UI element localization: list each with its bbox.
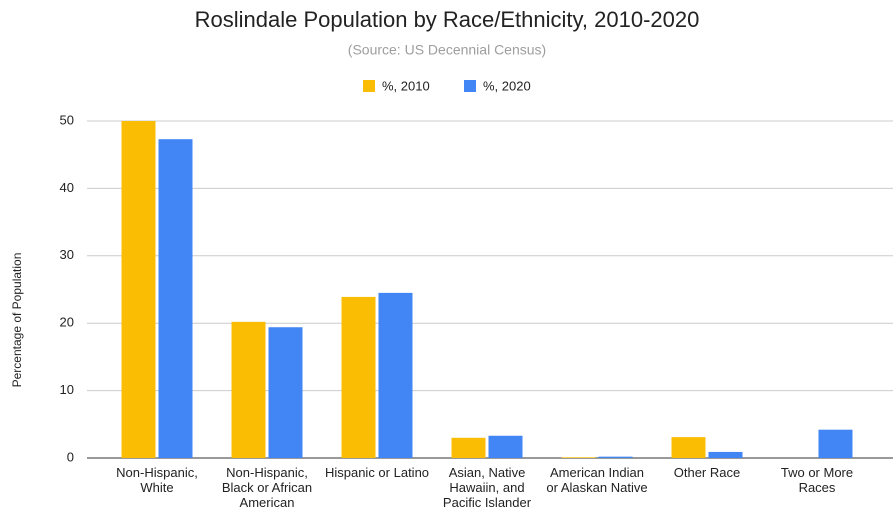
bar bbox=[341, 296, 376, 458]
bar bbox=[451, 437, 486, 458]
bar bbox=[268, 327, 303, 458]
bar bbox=[158, 139, 193, 458]
bar bbox=[671, 437, 706, 458]
y-tick-label: 20 bbox=[60, 315, 74, 330]
legend-label: %, 2010 bbox=[382, 78, 430, 93]
y-tick-label: 30 bbox=[60, 247, 74, 262]
legend-swatch bbox=[363, 80, 375, 92]
y-axis-label: Percentage of Population bbox=[10, 253, 24, 388]
x-tick-label: Non-Hispanic, White bbox=[116, 465, 198, 495]
y-tick-label: 10 bbox=[60, 382, 74, 397]
bar bbox=[598, 456, 633, 458]
y-tick-label: 40 bbox=[60, 180, 74, 195]
x-tick-label: Non-Hispanic, Black or African American bbox=[221, 465, 313, 510]
bar bbox=[378, 292, 413, 458]
chart-title: Roslindale Population by Race/Ethnicity,… bbox=[195, 7, 700, 32]
x-tick-label: American Indian or Alaskan Native bbox=[546, 465, 648, 495]
x-tick-label: Asian, Native Hawaiin, and Pacific Islan… bbox=[442, 465, 532, 510]
x-tick-label: Other Race bbox=[673, 465, 741, 480]
x-tick-label: Hispanic or Latino bbox=[324, 465, 430, 480]
bar bbox=[231, 321, 266, 458]
y-tick-label: 50 bbox=[60, 112, 74, 127]
legend-label: %, 2020 bbox=[483, 78, 531, 93]
x-tick-label: Two or More Races bbox=[780, 465, 854, 495]
bar bbox=[488, 435, 523, 458]
bar bbox=[561, 457, 596, 458]
legend-swatch bbox=[464, 80, 476, 92]
chart-subtitle: (Source: US Decennial Census) bbox=[348, 42, 546, 58]
y-tick-label: 0 bbox=[67, 449, 74, 464]
bar bbox=[121, 121, 156, 458]
bar bbox=[818, 429, 853, 458]
bar bbox=[708, 451, 743, 458]
